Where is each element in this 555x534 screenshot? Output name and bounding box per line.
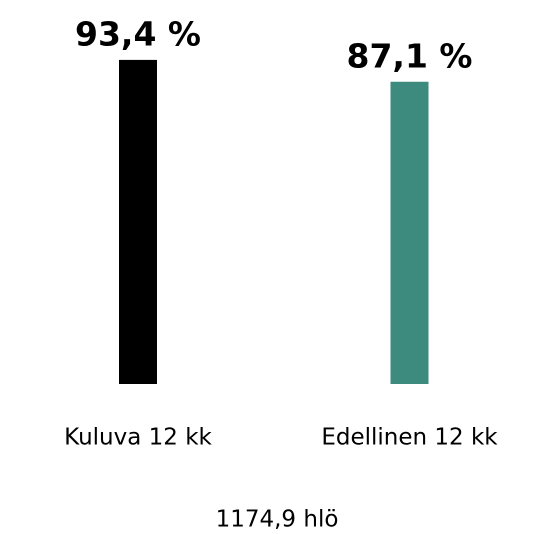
bar (119, 59, 157, 384)
bar (390, 81, 429, 384)
value-label: 93,4 % (75, 14, 201, 53)
caption: 1174,9 hlö (216, 507, 339, 533)
value-label: 87,1 % (347, 36, 473, 75)
category-label: Kuluva 12 kk (64, 425, 212, 451)
category-label: Edellinen 12 kk (321, 425, 498, 451)
